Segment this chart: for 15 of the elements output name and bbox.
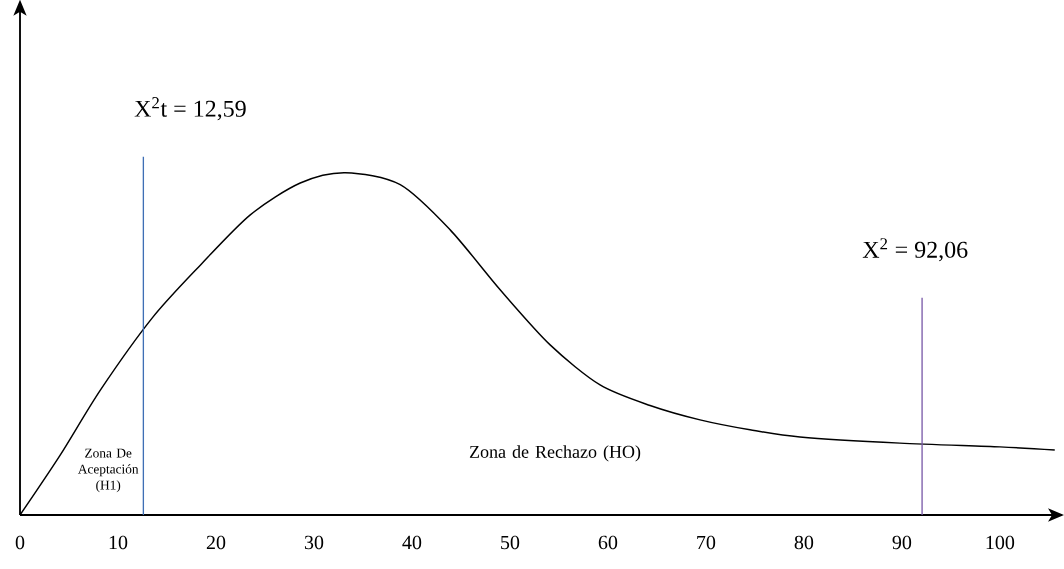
x-tick-label: 30 (304, 535, 324, 550)
x-tick-label: 10 (109, 535, 128, 550)
annotation: Zona De Aceptación (H1) (77, 448, 139, 493)
x-tick-label: 60 (598, 535, 618, 550)
x-tick-label: 20 (206, 535, 226, 550)
x-tick-label: 100 (986, 535, 1015, 550)
x-tick-label: 0 (15, 535, 25, 550)
ref-line-label: X$^{2}$ = 92,06 (862, 238, 968, 262)
x-tick-label: 90 (892, 535, 912, 550)
x-tick-label: 70 (697, 535, 716, 550)
annotation: Zona de Rechazo (HO) (469, 445, 641, 462)
ref-line-label: X$^{2}$t = 12,59 (134, 97, 246, 121)
x-tick-label: 50 (501, 535, 520, 550)
x-tick-label: 40 (402, 535, 422, 550)
x-tick-label: 80 (794, 535, 814, 550)
